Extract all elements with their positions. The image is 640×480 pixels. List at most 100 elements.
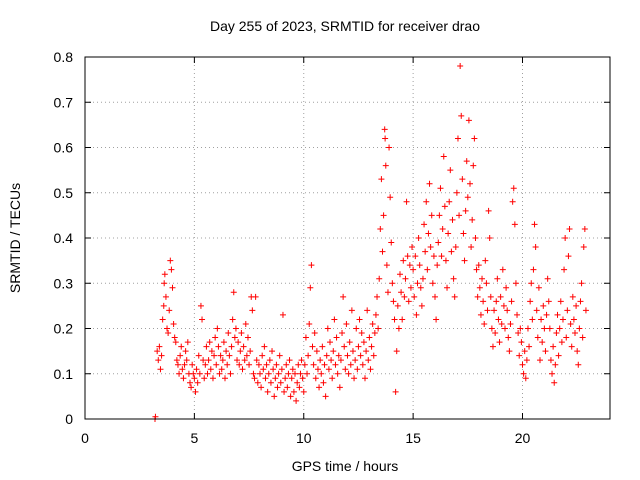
data-point (534, 334, 541, 341)
data-point (241, 357, 248, 364)
data-point (547, 357, 554, 364)
data-point (379, 248, 386, 255)
data-point (242, 320, 249, 327)
chart-title: Day 255 of 2023, SRMTID for receiver dra… (210, 18, 480, 34)
data-point (489, 343, 496, 350)
data-point (467, 180, 473, 187)
data-point (199, 316, 206, 323)
data-point (314, 366, 321, 373)
data-point (451, 293, 458, 300)
data-point (194, 379, 201, 386)
data-point (225, 330, 232, 337)
data-point (246, 361, 253, 368)
data-point (213, 361, 220, 368)
data-point (320, 379, 327, 386)
data-point (531, 221, 538, 228)
data-point (445, 230, 452, 237)
data-point (573, 302, 580, 309)
data-point (569, 293, 576, 300)
data-point (462, 207, 469, 214)
data-point (514, 311, 521, 318)
data-point (523, 357, 530, 364)
data-point (439, 225, 446, 232)
data-point (346, 339, 353, 346)
data-point (500, 302, 507, 309)
data-point (393, 348, 400, 355)
data-point (292, 370, 298, 377)
data-point (171, 334, 178, 341)
data-point (154, 348, 161, 355)
data-point (226, 352, 233, 359)
data-point (549, 370, 556, 377)
data-point (506, 348, 513, 355)
data-point (179, 366, 186, 373)
data-point (281, 388, 288, 395)
data-point (449, 216, 456, 223)
data-point (581, 225, 588, 232)
data-point (298, 357, 305, 364)
data-point (579, 334, 586, 341)
data-point (202, 361, 209, 368)
data-point (555, 352, 562, 359)
data-point (421, 221, 428, 228)
data-point (287, 393, 294, 400)
data-point (539, 339, 546, 346)
x-tick-label: 5 (190, 430, 198, 446)
data-point (492, 330, 499, 337)
data-point (399, 316, 406, 323)
data-point (575, 361, 582, 368)
data-point (267, 379, 274, 386)
data-point (535, 284, 542, 291)
data-point (394, 302, 401, 309)
data-point (460, 230, 467, 237)
data-point (516, 352, 523, 359)
data-point (444, 284, 451, 291)
data-point (178, 343, 185, 350)
data-point (435, 239, 442, 246)
data-point (401, 293, 408, 300)
tick-marks (84, 56, 610, 420)
data-point (556, 325, 563, 332)
data-point (510, 185, 517, 192)
data-point (349, 348, 356, 355)
data-point (176, 370, 183, 377)
data-point (168, 266, 175, 273)
data-point (488, 325, 495, 332)
data-point (289, 366, 296, 373)
data-point (403, 198, 410, 205)
data-point (257, 370, 263, 377)
data-point (469, 216, 476, 223)
data-point (563, 334, 570, 341)
data-point (360, 339, 367, 346)
data-point (204, 370, 211, 377)
data-point (413, 311, 420, 318)
data-point (496, 339, 503, 346)
data-point (372, 311, 379, 318)
data-point (310, 361, 317, 368)
data-point (390, 298, 397, 305)
data-point (306, 320, 313, 327)
axes (84, 56, 611, 420)
data-point (230, 289, 237, 296)
data-point (348, 307, 355, 314)
data-point (551, 379, 558, 386)
data-point (366, 334, 373, 341)
data-point (290, 388, 297, 395)
data-point (527, 298, 534, 305)
data-point (537, 357, 543, 364)
data-point (169, 284, 176, 291)
data-point (388, 239, 395, 246)
y-tick-label: 0.6 (54, 140, 74, 156)
data-point (328, 357, 335, 364)
data-point (329, 375, 336, 382)
data-point (376, 275, 383, 282)
data-point (170, 320, 177, 327)
data-point (562, 235, 569, 241)
data-point (155, 357, 162, 364)
data-point (395, 325, 402, 332)
data-point (473, 266, 480, 273)
data-point (383, 262, 390, 269)
data-point (273, 361, 280, 368)
data-point (300, 388, 307, 395)
data-point (193, 366, 200, 373)
